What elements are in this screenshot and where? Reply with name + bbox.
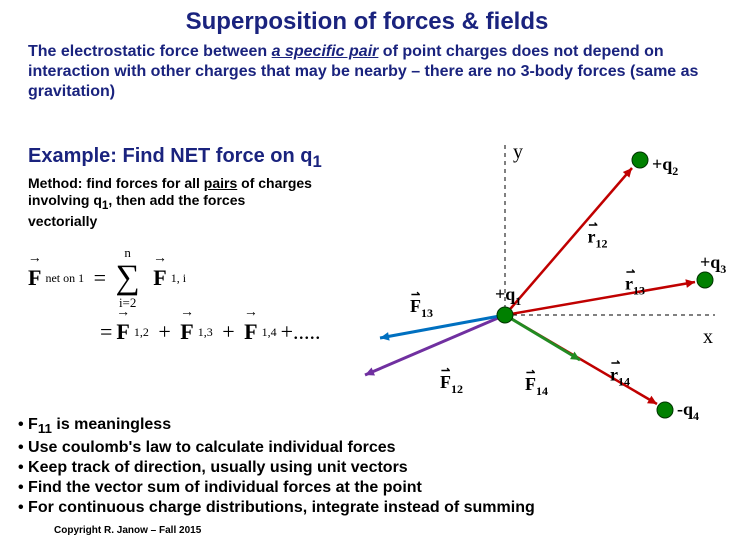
svg-text:⇀: ⇀ — [611, 358, 620, 370]
bullet-5: For continuous charge distributions, int… — [18, 498, 535, 518]
svg-text:+q2: +q2 — [652, 154, 678, 178]
intro-text: The electrostatic force between a specif… — [0, 36, 734, 102]
formula-lhs-F: F — [28, 265, 41, 291]
formula-rhs-F: F — [153, 265, 166, 291]
sp — [144, 265, 150, 291]
intro-ital: a specific pair — [272, 43, 379, 60]
t14F: F — [244, 319, 257, 345]
intro-p1: The electrostatic force between — [28, 43, 272, 60]
formula-line2: = F 1,2 + F 1,3 + F 1,4 +..... — [28, 319, 321, 345]
t13s: 1,3 — [198, 325, 213, 340]
svg-text:⇀: ⇀ — [626, 267, 635, 279]
svg-text:+q1: +q1 — [495, 284, 521, 308]
plus1: + — [153, 319, 176, 345]
sigma-symbol: ∑ — [116, 261, 140, 295]
formula-block: Fnet on 1 = n ∑ i=2 F 1, i = F 1,2 + F 1,3 … — [28, 245, 321, 345]
sigma-wrap: n ∑ i=2 — [116, 245, 140, 311]
example-heading: Example: Find NET force on q1 — [28, 145, 322, 172]
method-text: Method: find forces for all pairs of cha… — [28, 175, 318, 229]
bullet-2: Use coulomb's law to calculate individua… — [18, 438, 535, 458]
bullet-1: F11 is meaningless — [18, 415, 535, 438]
plus2: + — [217, 319, 240, 345]
method-pairs: pairs — [204, 175, 237, 191]
svg-text:-q4: -q4 — [677, 399, 699, 423]
b1s: 11 — [38, 421, 52, 436]
t13F: F — [180, 319, 193, 345]
copyright-text: Copyright R. Janow – Fall 2015 — [54, 525, 201, 536]
method-p1: Method: find forces for all — [28, 175, 204, 191]
b1a: F — [28, 416, 38, 433]
eq2: = — [100, 319, 112, 345]
svg-text:⇀: ⇀ — [411, 289, 420, 301]
formula-lhs-sub: net on 1 — [45, 271, 84, 286]
svg-text:x: x — [703, 326, 713, 348]
force-diagram: yx+q2+q3-q4+q1r12⇀r13⇀r14⇀F12⇀F13⇀F14⇀ — [355, 140, 725, 415]
svg-text:⇀: ⇀ — [589, 220, 598, 232]
bullet-3: Keep track of direction, usually using u… — [18, 458, 535, 478]
example-sub: 1 — [312, 152, 321, 171]
eq-sign: = — [88, 265, 111, 291]
svg-text:⇀: ⇀ — [526, 367, 535, 379]
svg-text:⇀: ⇀ — [441, 365, 450, 377]
tail: +..... — [281, 319, 321, 345]
t12F: F — [116, 319, 129, 345]
bullets-list: F11 is meaningless Use coulomb's law to … — [18, 415, 535, 518]
bullet-4: Find the vector sum of individual forces… — [18, 478, 535, 498]
page-title: Superposition of forces & fields — [0, 0, 734, 36]
t12s: 1,2 — [134, 325, 149, 340]
t14s: 1,4 — [262, 325, 277, 340]
b1b: is meaningless — [52, 416, 171, 433]
formula-line1: Fnet on 1 = n ∑ i=2 F 1, i — [28, 245, 321, 311]
example-prefix: Example: Find NET force on q — [28, 145, 312, 167]
formula-rhs-sub: 1, i — [171, 271, 186, 286]
svg-text:y: y — [513, 141, 523, 163]
